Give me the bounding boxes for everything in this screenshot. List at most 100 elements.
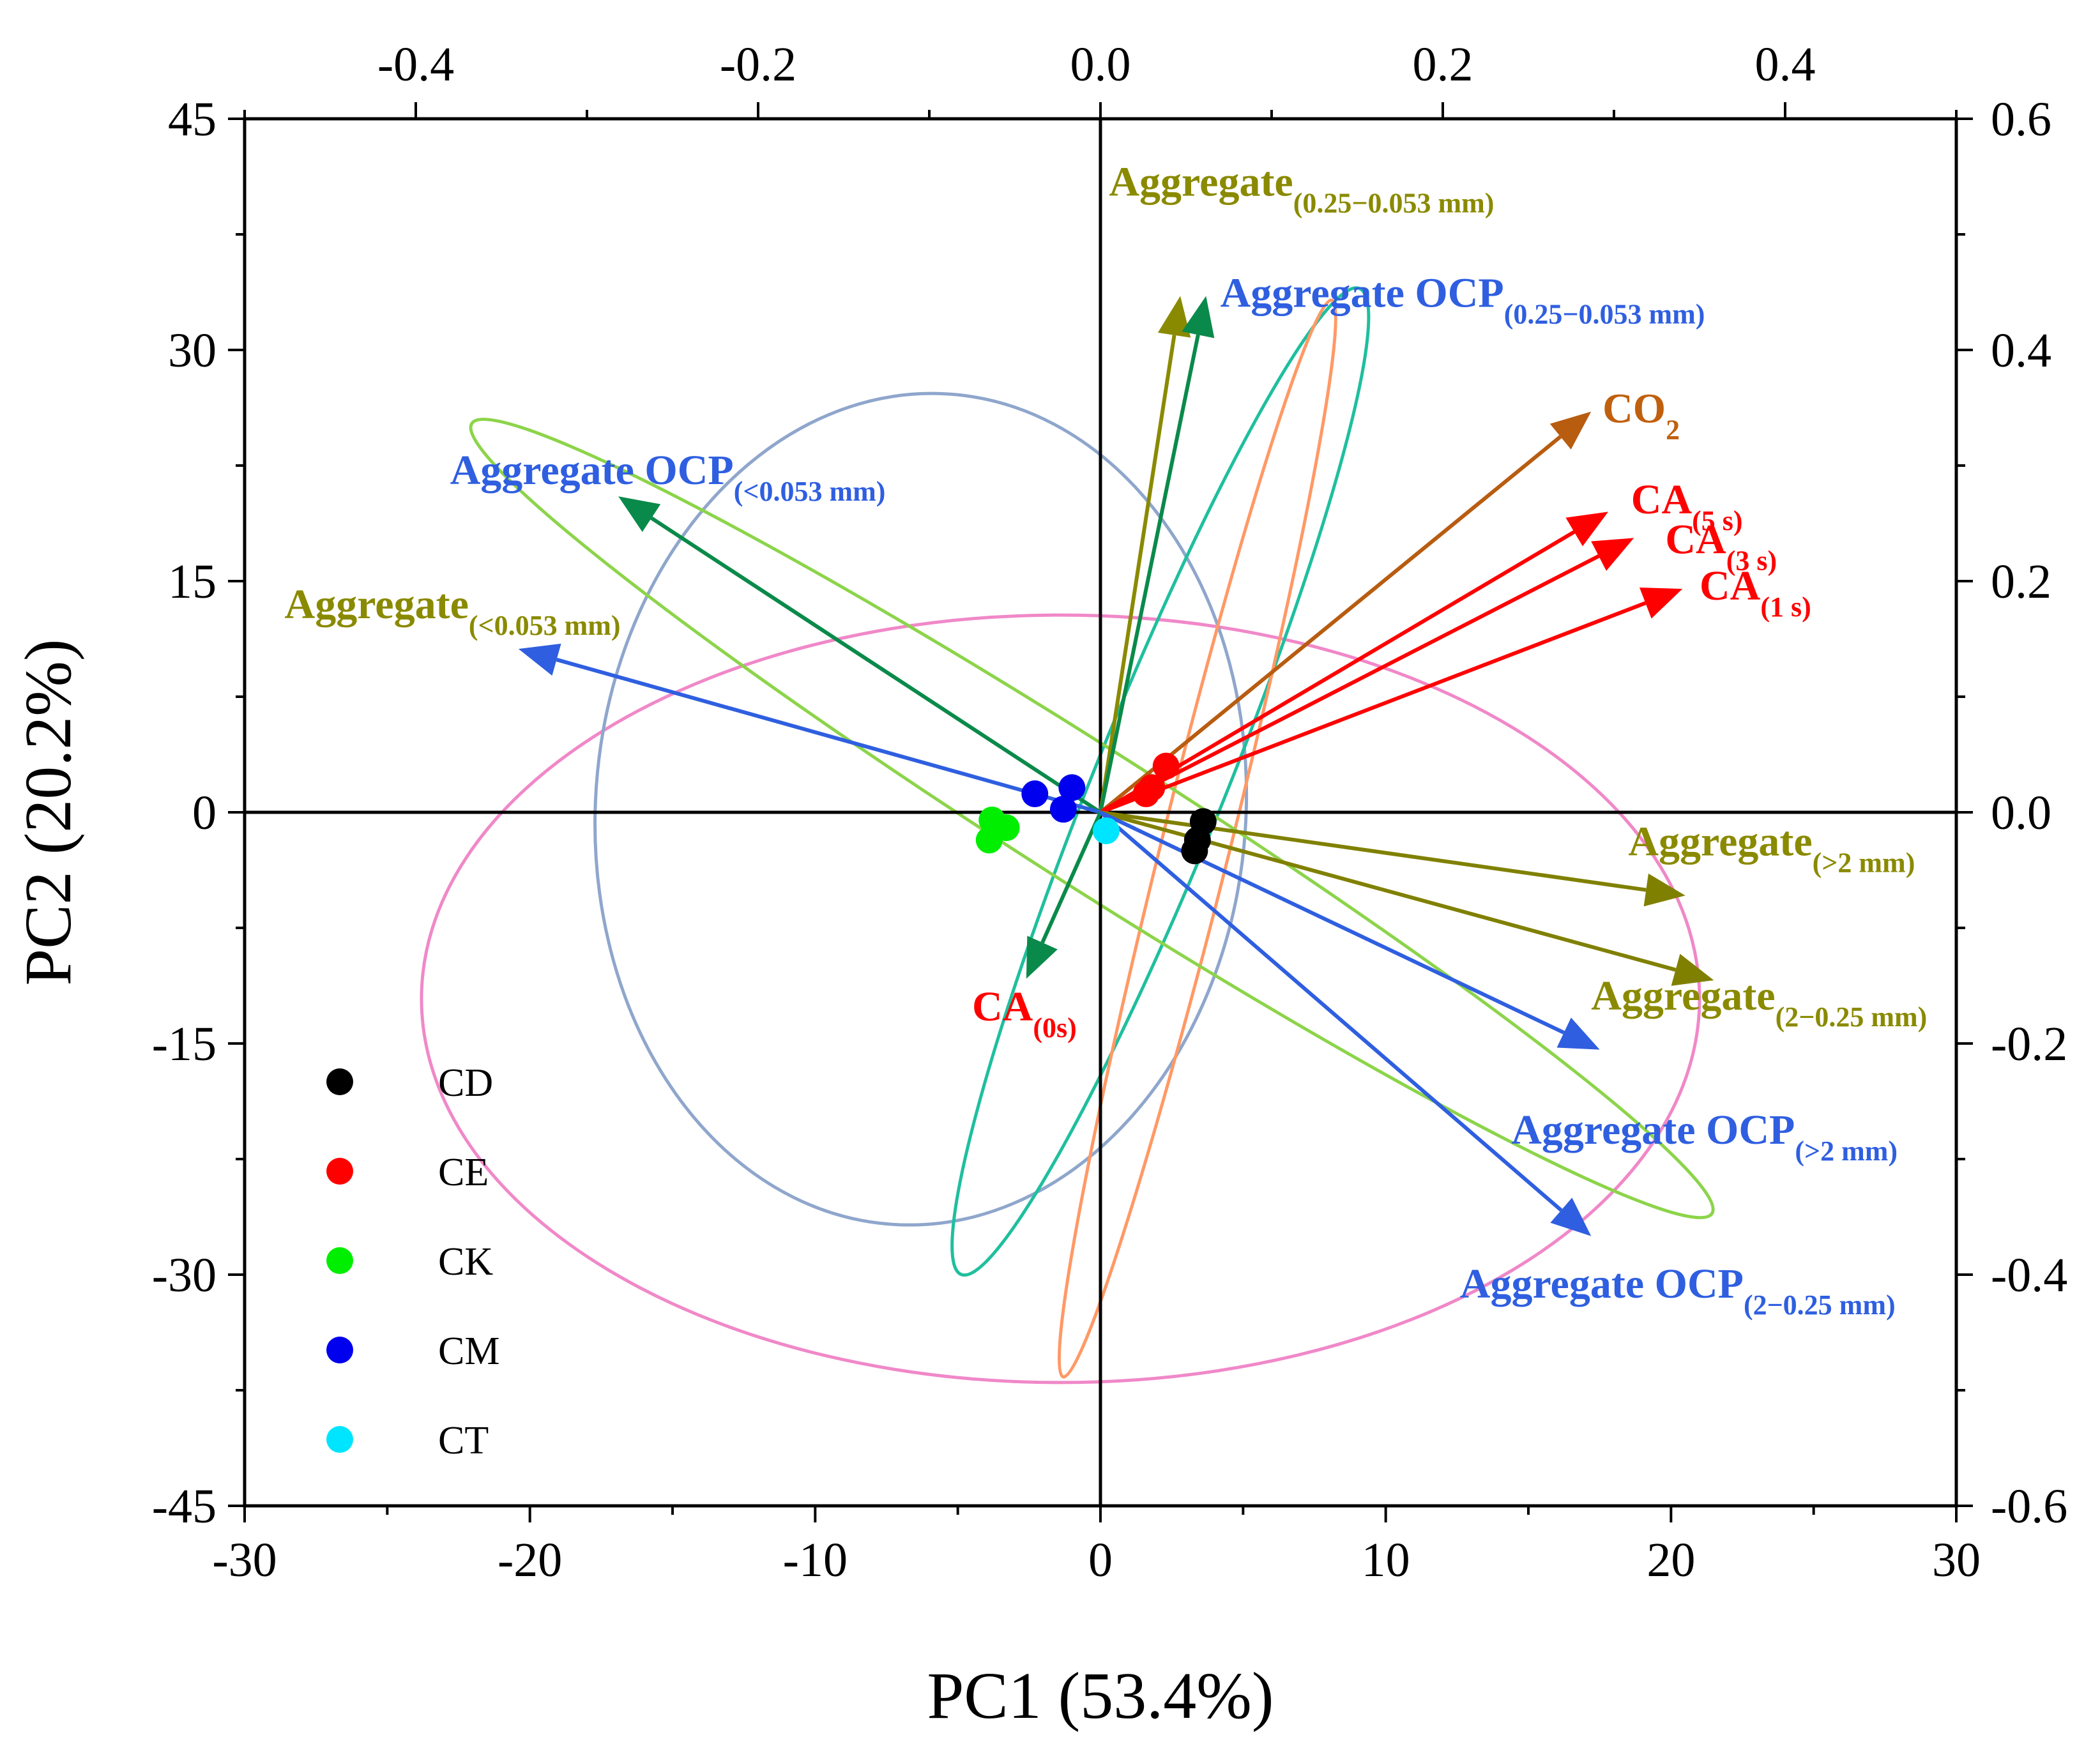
vector-label-main: CA [1665,517,1726,563]
loading-vector-line [556,658,1101,814]
vector-label: CA(5 s) [1631,476,1743,536]
loading-vector-arrowhead [1550,1197,1592,1236]
vector-label-main: CO [1602,385,1666,432]
loading-vector-line [1099,601,1647,814]
loading-vector-arrowhead [1643,873,1685,907]
vector-label-sub: (<0.053 mm) [734,476,886,507]
vector-label: Aggregate(>2 mm) [1628,819,1915,879]
legend-marker-ce [326,1158,353,1185]
vector-label-main: CA [972,983,1033,1030]
score-points [975,752,1217,865]
legend-label-ct: CT [438,1419,489,1462]
vector-label: CA(0s) [972,983,1077,1043]
vector-label-main: Aggregate [285,581,469,628]
vector-label: CA(1 s) [1700,563,1811,623]
loading-vector-arrowhead [518,643,561,676]
vector-label: Aggregate(<0.053 mm) [285,581,621,641]
top-tick-label: -0.2 [720,38,796,91]
vector-labels: Aggregate(0.25−0.053 mm)Aggregate OCP(0.… [285,159,1928,1321]
vector-label: Aggregate(2−0.25 mm) [1591,973,1927,1033]
y-tick-label: -15 [152,1017,217,1071]
loading-vector-line [1099,334,1200,813]
vector-label: CO2 [1602,385,1680,445]
y-tick-label: -45 [152,1480,217,1533]
score-point-cm [1058,774,1086,801]
vector-label-main: CA [1631,476,1693,523]
right-tick-label: 0.2 [1991,555,2051,609]
loading-vector-arrowhead [618,496,661,532]
loading-vector-arrowhead [1556,1017,1600,1050]
legend-marker-ct [326,1426,353,1453]
legend-marker-cm [326,1337,353,1363]
right-tick-label: -0.4 [1991,1248,2067,1302]
vector-label-sub: 2 [1666,414,1680,445]
loading-vector-arrowhead [1182,296,1215,338]
loading-vector-line [1099,554,1600,814]
x-tick-label: 20 [1647,1533,1695,1587]
right-tick-label: -0.2 [1991,1017,2067,1071]
vector-label: CA(3 s) [1665,517,1777,577]
legend-label-cd: CD [438,1061,493,1105]
y-tick-label: 30 [168,324,217,377]
loading-vector-line [1099,435,1562,814]
group-ellipses [420,286,1715,1384]
vector-label-sub: (3 s) [1726,545,1777,577]
loading-vector-arrowhead [1549,411,1592,450]
score-point-ck [975,826,1003,854]
x-tick-label: 0 [1088,1533,1113,1587]
vector-label-main: Aggregate OCP [1460,1261,1744,1307]
x-tick-label: -30 [212,1533,277,1587]
legend-marker-cd [326,1068,353,1095]
score-point-cm [1021,780,1049,808]
x-tick-label: -20 [498,1533,562,1587]
vector-label-sub: (1 s) [1760,591,1811,623]
x-tick-label: 30 [1932,1533,1981,1587]
x-tick-label: 10 [1362,1533,1410,1587]
loading-vector-line [1099,810,1565,1035]
legend-label-ck: CK [438,1240,493,1284]
tick-marks [228,102,1973,1522]
vector-label-main: Aggregate OCP [1221,269,1504,316]
vector-label-main: Aggregate [1591,973,1775,1019]
vector-label-main: Aggregate OCP [1511,1107,1795,1153]
y-tick-label: 0 [192,786,217,840]
score-point-ce [1132,780,1160,808]
legend-label-cm: CM [438,1330,499,1373]
vector-label: Aggregate OCP(>2 mm) [1511,1107,1898,1167]
vector-label-sub: (0s) [1033,1012,1076,1043]
vector-label-main: Aggregate [1628,819,1812,865]
vector-label-sub: (>2 mm) [1813,847,1915,879]
y-tick-label: -30 [152,1248,217,1302]
right-tick-label: 0.6 [1991,93,2051,146]
vector-label-main: Aggregate OCP [450,447,734,494]
y-tick-label: 15 [168,555,217,609]
score-point-cm [1049,796,1077,823]
vector-label-sub: (2−0.25 mm) [1776,1001,1928,1033]
score-point-cd [1181,837,1208,865]
confidence-ellipse-5 [469,418,1715,1220]
loading-vector-arrowhead [1640,588,1683,619]
confidence-ellipse-1 [420,613,1701,1384]
vector-label-sub: (5 s) [1692,505,1742,536]
loading-vector-arrowhead [1591,538,1634,571]
vector-label-main: CA [1700,563,1761,609]
loading-vector-line [1099,335,1176,813]
vector-label-sub: (<0.053 mm) [469,610,621,641]
top-tick-label: -0.4 [377,38,454,91]
top-tick-label: 0.0 [1070,38,1131,91]
vector-label-sub: (0.25−0.053 mm) [1293,188,1495,219]
right-tick-label: 0.4 [1991,324,2051,377]
vector-label-sub: (0.25−0.053 mm) [1504,298,1705,330]
y-axis-title: PC2 (20.2%) [11,639,85,985]
vector-label-sub: (>2 mm) [1795,1135,1898,1167]
vector-label-main: Aggregate [1109,159,1293,206]
score-point-ce [1152,752,1180,780]
loading-vector-arrowhead [1026,936,1058,979]
loading-vector-line [1099,810,1563,1212]
x-tick-label: -10 [783,1533,848,1587]
legend-label-ce: CE [438,1151,489,1194]
loading-vector-arrowhead [1565,512,1609,547]
loading-vector-line [1040,811,1102,944]
